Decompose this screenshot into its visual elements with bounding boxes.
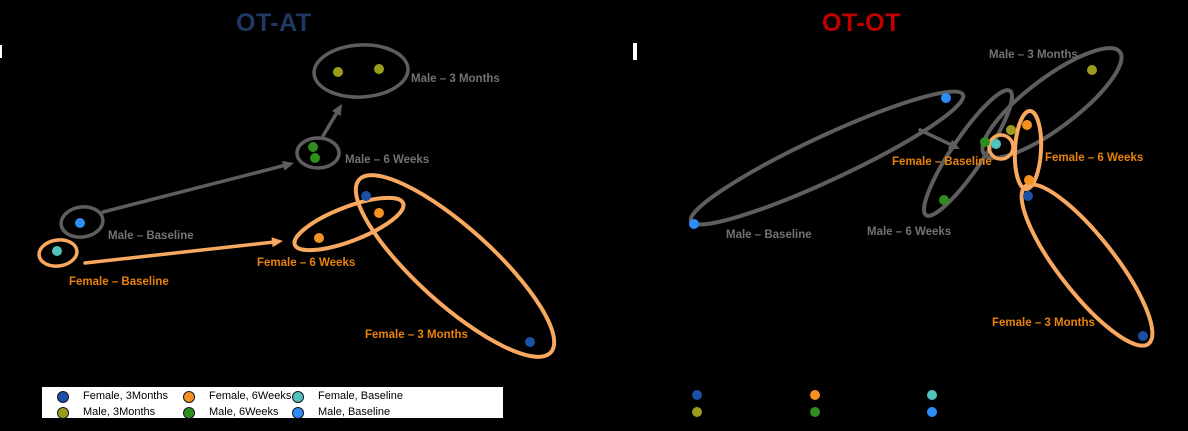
ot-at-female-baseline-point-0 (52, 246, 62, 256)
ot-ot-male-3-months-label: Male – 3 Months (989, 49, 1078, 61)
ot-at-male-3-months-ellipse (312, 43, 410, 99)
legend-item-male-6weeks: Male, 6Weeks (183, 406, 279, 419)
ot-ot-male-3-months-point-0 (1087, 65, 1097, 75)
legend-item-female-6weeks: Female, 6Weeks (183, 390, 291, 403)
legend-label: Male, 3Months (83, 406, 156, 418)
panel-title-ot-ot: OT-OT (822, 9, 901, 37)
ot-at-arrow-2 (83, 240, 274, 265)
legend-item-male-3months: Male, 3Months (57, 406, 155, 419)
ot-ot-male-3-months-ellipse (980, 46, 1124, 160)
ot-at-female-6-weeks-label: Female – 6 Weeks (257, 257, 355, 269)
ot-ot-male-6-weeks-ellipse (922, 88, 1014, 218)
ot-at-female-3-months-ellipse (353, 173, 557, 359)
legend-label: Male, 6Weeks (209, 406, 279, 418)
ot-at-female-baseline-ellipse (37, 238, 79, 268)
ot-at-arrow-2-head (271, 237, 283, 248)
ot-at-male-baseline-label: Male – Baseline (108, 230, 194, 242)
legend-dot-female-6weeks (183, 390, 195, 403)
ot-ot-female-3-months-point-0 (1023, 191, 1033, 201)
ot-at-arrow-1-head (332, 104, 342, 117)
ot-at-female-3-months-point-1 (525, 337, 535, 347)
ot-at-arrow-0-head (282, 160, 294, 171)
ot-ot-female-3-months-label: Female – 3 Months (992, 317, 1095, 329)
legend-label: Female, 6Weeks (209, 390, 292, 402)
ot-at-male-3-months-point-0 (333, 67, 343, 77)
legend-right-dot-2 (927, 390, 937, 400)
ot-at-male-3-months-point-1 (374, 64, 384, 74)
stray-tick-0 (0, 45, 2, 58)
legend-item-female-baseline: Female, Baseline (292, 390, 403, 403)
ot-ot-female-baseline-point-0 (991, 139, 1001, 149)
legend-label: Female, 3Months (83, 390, 168, 402)
ot-ot-male-baseline-point-1 (689, 219, 699, 229)
ot-at-arrow-1 (321, 111, 339, 138)
ot-at-female-3-months-label: Female – 3 Months (365, 329, 468, 341)
ot-at-male-6-weeks-label: Male – 6 Weeks (345, 154, 429, 166)
ot-ot-female-3-months-point-1 (1138, 331, 1148, 341)
ot-ot-female-6-weeks-point-0 (1022, 120, 1032, 130)
stray-tick-1 (633, 43, 637, 60)
legend-right-dot-5 (927, 407, 937, 417)
legend-dot-male-6weeks (183, 406, 195, 419)
ot-at-male-6-weeks-point-0 (308, 142, 318, 152)
ot-ot-male-6-weeks-point-1 (939, 195, 949, 205)
legend-right-dot-1 (810, 390, 820, 400)
ot-ot-female-6-weeks-point-1 (1024, 175, 1034, 185)
legend-dot-female-3months (57, 390, 69, 403)
panel-title-ot-at: OT-AT (236, 9, 312, 37)
ot-ot-male-baseline-point-0 (941, 93, 951, 103)
ot-at-female-3-months-point-0 (361, 191, 371, 201)
legend-dot-male-baseline (292, 406, 304, 419)
ot-at-female-6-weeks-point-0 (314, 233, 324, 243)
legend-item-male-baseline: Male, Baseline (292, 406, 390, 419)
ot-ot-female-baseline-label: Female – Baseline (892, 156, 992, 168)
legend: Female, 3Months Female, 6Weeks Female, B… (42, 387, 503, 419)
ot-ot-female-6-weeks-label: Female – 6 Weeks (1045, 152, 1143, 164)
ot-ot-male-6-weeks-label: Male – 6 Weeks (867, 226, 951, 238)
ot-at-male-6-weeks-point-1 (310, 153, 320, 163)
ot-ot-female-baseline-ellipse (987, 133, 1015, 161)
ot-at-male-baseline-point-0 (75, 218, 85, 228)
ot-at-female-6-weeks-ellipse (292, 195, 406, 253)
ot-at-male-6-weeks-ellipse (295, 136, 341, 170)
ot-ot-male-3-months-point-1 (1006, 125, 1016, 135)
legend-right-dot-0 (692, 390, 702, 400)
ot-at-female-6-weeks-point-1 (374, 208, 384, 218)
legend-right-dot-3 (692, 407, 702, 417)
legend-label: Female, Baseline (318, 390, 403, 402)
ot-ot-arrow-0 (918, 128, 952, 147)
ot-at-female-baseline-label: Female – Baseline (69, 276, 169, 288)
legend-dot-male-3months (57, 406, 69, 419)
ot-ot-male-6-weeks-point-0 (980, 137, 990, 147)
legend-label: Male, Baseline (318, 406, 391, 418)
ot-ot-male-baseline-label: Male – Baseline (726, 229, 812, 241)
ot-ot-female-6-weeks-ellipse (1012, 109, 1044, 191)
legend-right-dot-4 (810, 407, 820, 417)
ot-at-male-baseline-ellipse (59, 205, 105, 239)
legend-item-female-3months: Female, 3Months (57, 390, 168, 403)
ot-at-arrow-0 (101, 163, 286, 214)
ot-ot-female-3-months-ellipse (1019, 182, 1155, 348)
legend-dot-female-baseline (292, 390, 304, 403)
ot-ot-arrow-0-head (947, 139, 960, 149)
ot-at-male-3-months-label: Male – 3 Months (411, 73, 500, 85)
